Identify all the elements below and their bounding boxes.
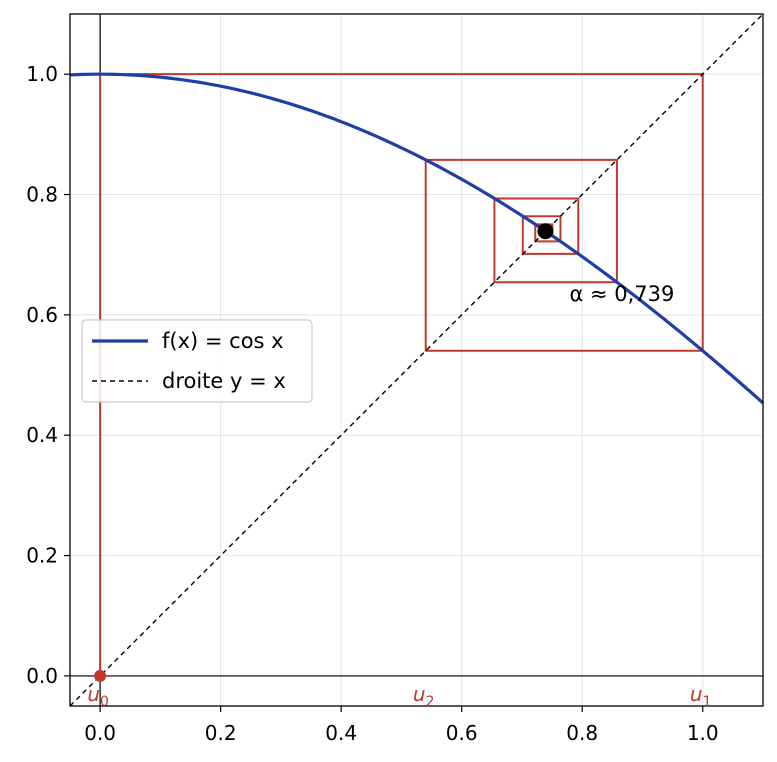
- identity-line: [69, 13, 764, 707]
- y-tick-label: 0.0: [26, 664, 58, 688]
- y-tick-label: 0.2: [26, 544, 58, 568]
- legend-label: f(x) = cos x: [162, 329, 284, 353]
- iterate-label-base: u: [413, 682, 426, 706]
- plot-frame: [69, 13, 764, 707]
- fixed-point-label: α ≈ 0,739: [569, 282, 674, 306]
- x-tick-label: 0.0: [84, 721, 116, 745]
- iterate-label-subscript: 2: [426, 694, 435, 710]
- legend-label: droite y = x: [162, 369, 286, 393]
- labels: 0.0 0.2 0.4 0.6 0.8 1.0 0.0 0.2 0.4 0.6 0.8 1.0 α ≈ …: [26, 62, 718, 745]
- iterate-label: u1: [690, 682, 712, 710]
- x-tick-label: 0.8: [566, 721, 598, 745]
- legend: f(x) = cos x droite y = x: [81, 319, 313, 403]
- start-point-u0: [94, 669, 107, 682]
- y-tick-label: 0.8: [26, 183, 58, 207]
- points: [94, 223, 554, 682]
- iterate-label-subscript: 1: [703, 694, 712, 710]
- iterate-label-base: u: [87, 682, 100, 706]
- iterate-label: u0: [87, 682, 109, 710]
- iterate-label: u2: [413, 682, 435, 710]
- y-tick-label: 0.6: [26, 303, 58, 327]
- x-tick-label: 0.6: [446, 721, 478, 745]
- y-tick-label: 1.0: [26, 62, 58, 86]
- x-tick-label: 1.0: [687, 721, 719, 745]
- x-tick-label: 0.2: [205, 721, 237, 745]
- y-tick-label: 0.4: [26, 423, 58, 447]
- fixed-point-marker: [537, 223, 554, 240]
- cos-curve: [69, 72, 765, 405]
- x-tick-label: 0.4: [325, 721, 357, 745]
- series: [69, 13, 765, 707]
- ticks: [64, 73, 704, 712]
- iterate-label-subscript: 0: [100, 694, 109, 710]
- iterate-label-base: u: [690, 682, 703, 706]
